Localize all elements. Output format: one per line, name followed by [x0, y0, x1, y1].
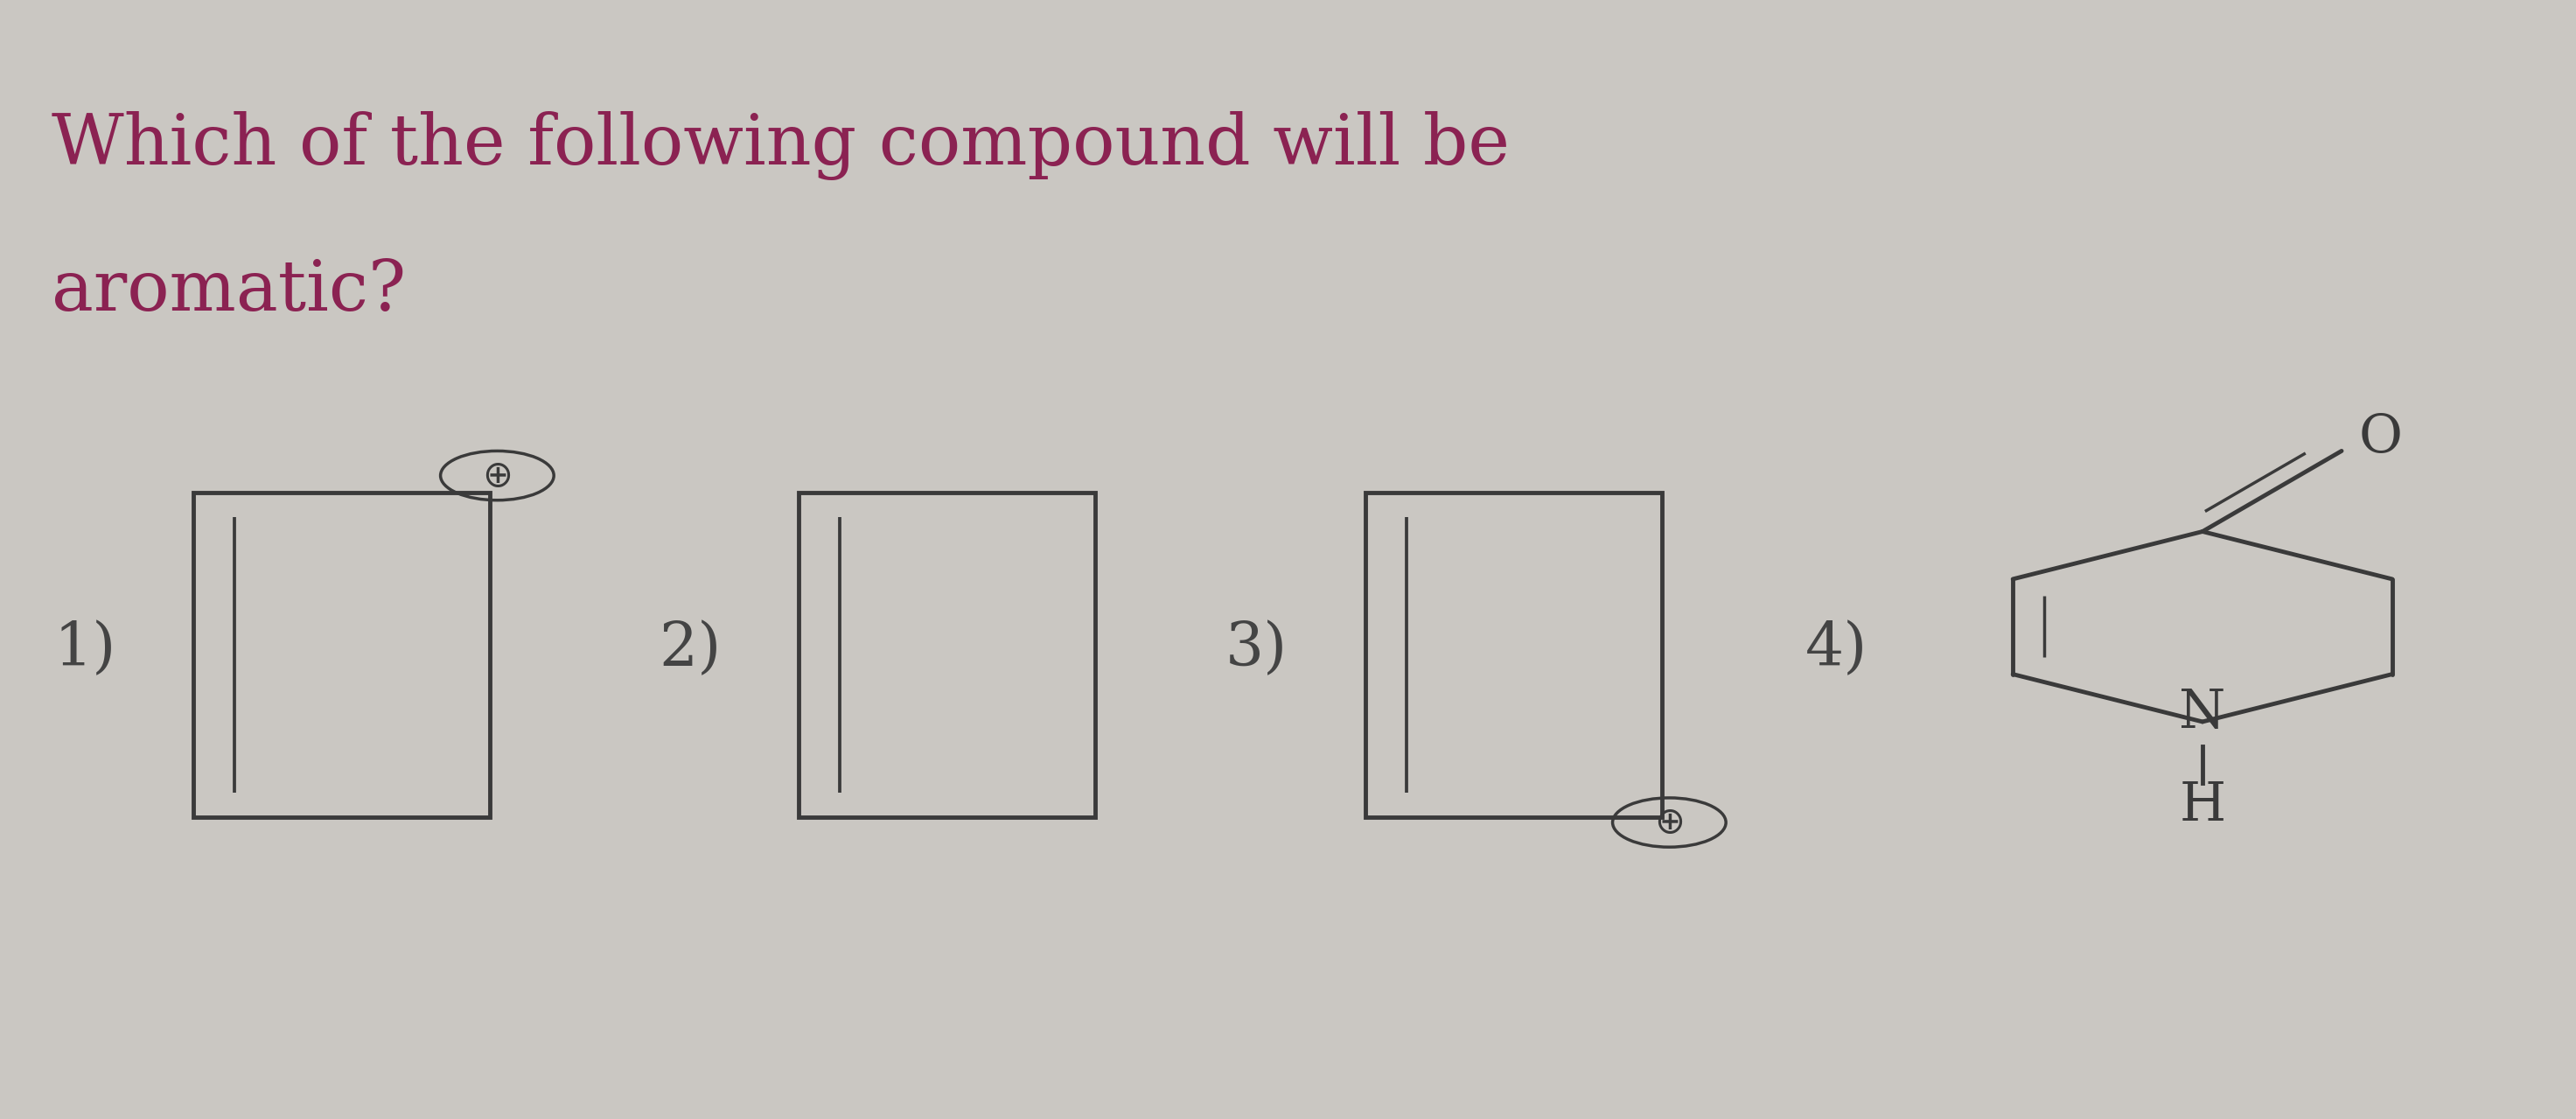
Text: 4): 4) [1806, 620, 1868, 678]
Text: aromatic?: aromatic? [52, 257, 407, 325]
Text: 3): 3) [1226, 620, 1288, 678]
Text: N: N [2179, 687, 2226, 739]
Text: 1): 1) [54, 620, 116, 678]
Text: ⊕: ⊕ [1654, 805, 1685, 840]
Text: Which of the following compound will be: Which of the following compound will be [52, 111, 1510, 180]
Text: O: O [2360, 412, 2401, 463]
Text: H: H [2179, 780, 2226, 831]
Text: 2): 2) [659, 620, 721, 678]
Bar [193, 492, 489, 817]
Bar [1365, 492, 1662, 817]
Text: ⊕: ⊕ [482, 458, 513, 493]
Bar [799, 492, 1095, 817]
